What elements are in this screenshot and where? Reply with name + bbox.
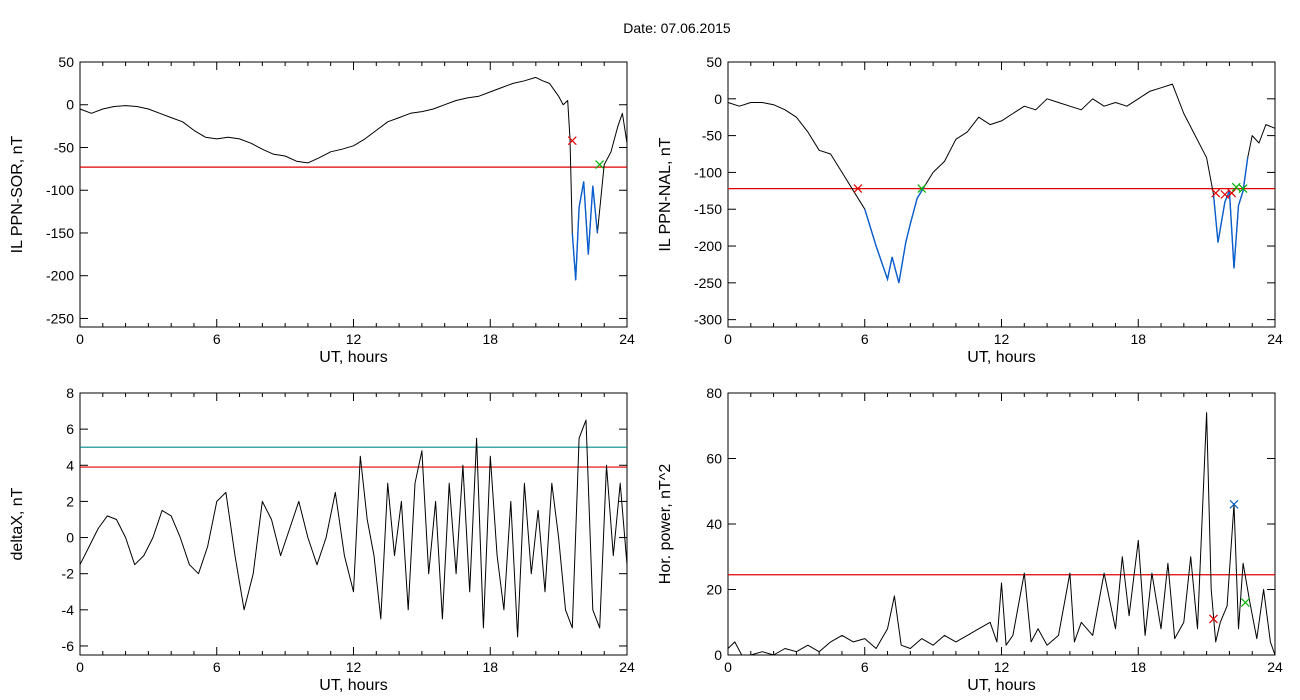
y-tick-label: -2 xyxy=(62,566,75,582)
marker-stroke xyxy=(1238,184,1248,194)
y-tick-label: -200 xyxy=(46,268,74,284)
peak-marker xyxy=(1229,499,1239,509)
series-line xyxy=(727,412,1276,656)
x-tick-label: 6 xyxy=(861,331,869,347)
marker-stroke xyxy=(1220,190,1230,199)
x-tick-label: 24 xyxy=(619,659,635,675)
y-tick-label: -300 xyxy=(694,312,722,328)
start-marker xyxy=(1209,614,1218,624)
figure-title: Date: 07.06.2015 xyxy=(623,20,731,36)
y-tick-label: 40 xyxy=(706,516,722,532)
x-tick-label: 24 xyxy=(619,331,635,347)
y-axis-label: Hor. power, nT^2 xyxy=(657,464,674,585)
end-marker xyxy=(1238,184,1248,194)
y-tick-label: 2 xyxy=(66,493,74,509)
y-tick-label: 4 xyxy=(66,457,74,473)
x-tick-label: 18 xyxy=(482,331,498,347)
x-tick-label: 0 xyxy=(76,659,84,675)
y-tick-label: -100 xyxy=(694,164,722,180)
x-tick-label: 24 xyxy=(1267,659,1283,675)
y-tick-label: 80 xyxy=(706,385,722,401)
start-marker xyxy=(1227,188,1237,198)
start-marker xyxy=(567,136,577,146)
x-axis-label: UT, hours xyxy=(319,677,387,694)
y-tick-label: -250 xyxy=(694,275,722,291)
x-tick-label: 6 xyxy=(861,659,869,675)
y-axis-label: IL PPN-NAL, nT xyxy=(657,137,674,251)
y-tick-label: 6 xyxy=(66,421,74,437)
marker-stroke xyxy=(567,136,577,146)
y-tick-label: 0 xyxy=(714,91,722,107)
y-tick-label: 0 xyxy=(714,647,722,663)
x-axis-label: UT, hours xyxy=(319,349,387,366)
end-marker xyxy=(917,184,927,194)
chart-panel-ppn-sor: 0 6 12 18 24 50 0 -50 -100 -150 -200 -250 UT, hours I… xyxy=(9,54,635,366)
y-axis-label: IL PPN-SOR, nT xyxy=(9,135,26,253)
chart-panel-ppn-nal: 0 6 12 18 24 50 0 -50 -100 -150 -200 -250 -300 UT, ho… xyxy=(657,54,1283,366)
marker-stroke xyxy=(1229,499,1239,509)
end-marker xyxy=(1231,182,1241,192)
y-tick-label: 0 xyxy=(66,530,74,546)
x-tick-label: 12 xyxy=(346,659,362,675)
y-tick-label: -150 xyxy=(694,201,722,217)
x-axis-label: UT, hours xyxy=(967,349,1035,366)
plot-frame xyxy=(727,61,1276,328)
plot-frame xyxy=(79,392,628,656)
x-tick-label: 18 xyxy=(1130,331,1146,347)
x-tick-label: 24 xyxy=(1267,331,1283,347)
y-tick-label: 50 xyxy=(706,54,722,70)
series-line xyxy=(79,419,628,638)
y-tick-label: -50 xyxy=(702,128,722,144)
marker-stroke xyxy=(1227,188,1237,198)
marker-stroke xyxy=(853,184,863,194)
y-tick-label: 8 xyxy=(66,385,74,401)
y-axis-label: deltaX, nT xyxy=(9,487,26,560)
highlight-segment xyxy=(864,186,925,283)
y-tick-label: -250 xyxy=(46,310,74,326)
series-line xyxy=(79,76,628,281)
x-tick-label: 18 xyxy=(1130,659,1146,675)
y-tick-label: 20 xyxy=(706,582,722,598)
start-marker xyxy=(853,184,863,194)
y-tick-label: 0 xyxy=(66,97,74,113)
y-tick-label: -150 xyxy=(46,225,74,241)
marker-stroke xyxy=(595,160,605,170)
series-line xyxy=(727,83,1276,284)
marker-stroke xyxy=(1231,182,1241,192)
chart-panel-hor-power: 0 6 12 18 24 80 60 40 20 0 UT, hours Hor. power, nT… xyxy=(657,385,1283,694)
x-tick-label: 12 xyxy=(346,331,362,347)
x-tick-label: 0 xyxy=(724,659,732,675)
x-axis-label: UT, hours xyxy=(967,677,1035,694)
marker-stroke xyxy=(1209,614,1218,624)
start-marker xyxy=(1211,188,1221,198)
x-tick-label: 12 xyxy=(994,659,1010,675)
marker-stroke xyxy=(1240,598,1250,608)
marker-stroke xyxy=(917,184,927,194)
plot-frame xyxy=(727,392,1276,656)
x-tick-label: 18 xyxy=(482,659,498,675)
highlight-segment xyxy=(1212,157,1249,269)
end-marker xyxy=(1240,598,1250,608)
highlight-segment xyxy=(571,181,599,281)
y-tick-label: -200 xyxy=(694,238,722,254)
y-tick-label: 60 xyxy=(706,451,722,467)
x-tick-label: 6 xyxy=(213,331,221,347)
start-marker xyxy=(1220,190,1230,199)
marker-stroke xyxy=(1211,188,1221,198)
end-marker xyxy=(595,160,605,170)
y-tick-label: -6 xyxy=(62,638,75,654)
y-tick-label: -4 xyxy=(62,602,75,618)
y-tick-label: 50 xyxy=(58,54,74,70)
x-tick-label: 0 xyxy=(76,331,84,347)
x-tick-label: 6 xyxy=(213,659,221,675)
y-tick-label: -100 xyxy=(46,182,74,198)
plot-frame xyxy=(79,61,628,328)
chart-panel-deltax: 0 6 12 18 24 8 6 4 2 0 -2 -4 -6 UT, hours deltaX, nT xyxy=(9,385,635,694)
y-tick-label: -50 xyxy=(54,139,74,155)
x-tick-label: 12 xyxy=(994,331,1010,347)
x-tick-label: 0 xyxy=(724,331,732,347)
